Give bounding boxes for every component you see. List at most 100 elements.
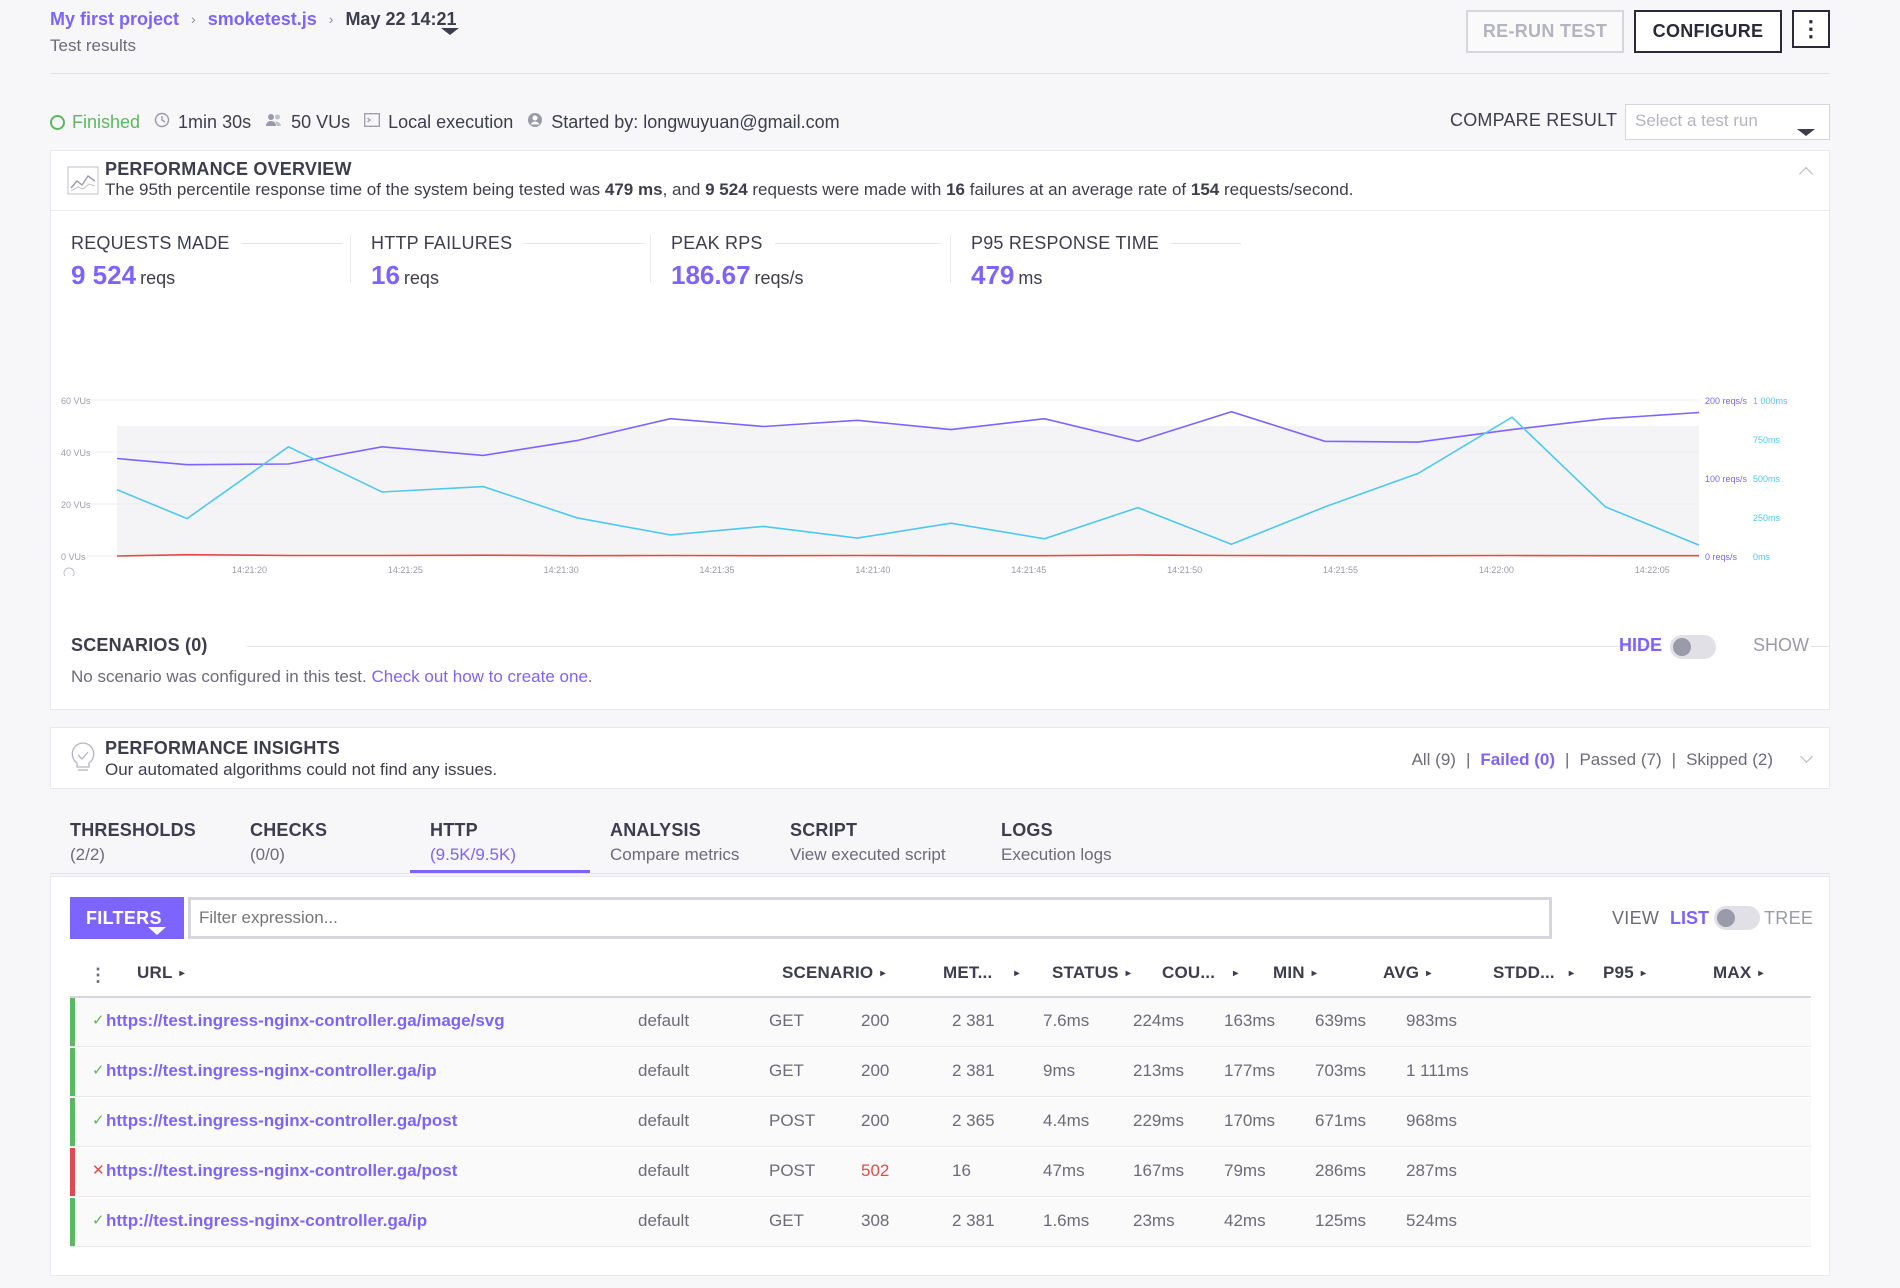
- divider: |: [1565, 750, 1570, 769]
- view-list-option[interactable]: LIST: [1670, 908, 1709, 928]
- metric-separator: [950, 235, 951, 283]
- cell-url[interactable]: http://test.ingress-nginx-controller.ga/…: [106, 1211, 428, 1230]
- cell-count: 2 381: [952, 1061, 995, 1080]
- summary-text: The 95th percentile response time of the…: [105, 180, 605, 199]
- compare-select-placeholder: Select a test run: [1635, 111, 1758, 130]
- compare-test-run-select[interactable]: Select a test run: [1625, 104, 1830, 140]
- more-options-button[interactable]: ⋮: [1792, 10, 1830, 48]
- caret-down-icon: [1797, 129, 1815, 136]
- metric-label-rule: [774, 243, 940, 244]
- column-header-url[interactable]: URL ▸: [137, 963, 185, 983]
- insights-filter-skipped[interactable]: Skipped (2): [1686, 750, 1773, 769]
- table-row[interactable]: ✓ http://test.ingress-nginx-controller.ga…: [70, 1198, 1811, 1247]
- performance-chart-svg: 60 VUs 40 VUs 20 VUs 0 VUs 200 reqs/s 100 req…: [61, 396, 1788, 579]
- column-header-status[interactable]: STATUS ▸: [1052, 963, 1131, 983]
- table-row[interactable]: ✓ https://test.ingress-nginx-controller.g…: [70, 1098, 1811, 1147]
- row-status-bar: [70, 1148, 75, 1196]
- collapse-chevron-icon[interactable]: [1798, 166, 1814, 182]
- breadcrumb-run-dropdown[interactable]: May 22 14:21: [345, 9, 460, 35]
- column-header-max[interactable]: MAX ▸: [1713, 963, 1764, 983]
- cell-method: GET: [769, 1011, 804, 1030]
- cell-status: 200: [861, 1011, 890, 1030]
- summary-text: requests/second.: [1219, 180, 1354, 199]
- scenarios-show-label[interactable]: SHOW: [1753, 635, 1809, 655]
- view-tree-option[interactable]: TREE: [1764, 908, 1814, 928]
- insights-filter-all[interactable]: All (9): [1411, 750, 1456, 769]
- metric-peak-rps: PEAK RPS 186.67 reqs/s: [671, 233, 940, 291]
- expand-chevron-icon[interactable]: [1800, 750, 1813, 763]
- chart-y-tick-rps: 100 reqs/s: [1705, 474, 1748, 484]
- table-row[interactable]: ✓ https://test.ingress-nginx-controller.g…: [70, 998, 1811, 1047]
- chart-y-tick-ms: 500ms: [1753, 474, 1781, 484]
- table-row[interactable]: ✕ https://test.ingress-nginx-controller.g…: [70, 1148, 1811, 1197]
- filter-expression-input[interactable]: [188, 897, 1552, 939]
- cell-url[interactable]: https://test.ingress-nginx-controller.ga…: [106, 1161, 458, 1180]
- scenarios-visibility-toggle[interactable]: [1670, 635, 1716, 659]
- chart-x-tick: 14:21:30: [544, 565, 579, 575]
- run-status-bar: Finished 1min 30s 50 VUs Local execution…: [50, 110, 854, 134]
- metric-unit: reqs: [403, 268, 439, 288]
- insights-filter-passed[interactable]: Passed (7): [1579, 750, 1662, 769]
- configure-button[interactable]: CONFIGURE: [1634, 10, 1782, 53]
- column-header-label: MET...: [943, 963, 993, 982]
- column-header-label: MAX: [1713, 963, 1752, 982]
- divider: |: [1465, 750, 1471, 769]
- column-header-count[interactable]: COU... ▸: [1162, 963, 1238, 983]
- cell-stddev: 42ms: [1224, 1211, 1266, 1230]
- column-header-min[interactable]: MIN ▸: [1273, 963, 1317, 983]
- sort-arrow-icon: ▸: [1640, 967, 1647, 979]
- compare-result-label: COMPARE RESULT: [1450, 110, 1618, 130]
- cell-scenario: default: [638, 1011, 690, 1030]
- chart-series-vus-line: [116, 553, 1699, 557]
- vus: 50 VUs: [265, 112, 350, 133]
- chart-y-tick-rps: 0 reqs/s: [1705, 552, 1738, 562]
- tab-script[interactable]: SCRIPT View executed script: [790, 820, 946, 865]
- tab-checks[interactable]: CHECKS (0/0): [250, 820, 327, 865]
- active-tab-indicator: [410, 870, 590, 873]
- column-header-p95[interactable]: P95 ▸: [1603, 963, 1646, 983]
- row-status-bar: [70, 1048, 75, 1096]
- check-icon: ✓: [92, 1062, 105, 1079]
- cell-p95: 671ms: [1315, 1111, 1367, 1130]
- row-status-bar: [70, 998, 75, 1046]
- chart-y-tick-ms: 250ms: [1753, 513, 1781, 523]
- view-mode-toggle[interactable]: [1714, 906, 1760, 930]
- lightbulb-icon: [69, 741, 97, 775]
- tab-thresholds[interactable]: THRESHOLDS (2/2): [70, 820, 196, 865]
- table-row[interactable]: ✓ https://test.ingress-nginx-controller.g…: [70, 1048, 1811, 1097]
- check-icon: ✓: [92, 1112, 105, 1129]
- breadcrumb-script-link[interactable]: smoketest.js: [207, 8, 317, 29]
- performance-overview-header[interactable]: PERFORMANCE OVERVIEW The 95th percentile…: [51, 151, 1829, 211]
- column-header-stddev[interactable]: STDD... ▸: [1493, 963, 1574, 983]
- rerun-test-button[interactable]: RE-RUN TEST: [1466, 10, 1624, 53]
- scenarios-hide-label[interactable]: HIDE: [1619, 635, 1663, 655]
- chart-y-tick-left: 0 VUs: [61, 552, 86, 562]
- tab-analysis[interactable]: ANALYSIS Compare metrics: [610, 820, 739, 865]
- performance-insights-message: Our automated algorithms could not find …: [105, 760, 498, 779]
- insights-filter-failed[interactable]: Failed (0): [1480, 750, 1556, 769]
- tab-logs[interactable]: LOGS Execution logs: [1001, 820, 1112, 865]
- metric-label-rule: [524, 243, 645, 244]
- line-chart-icon: [67, 164, 99, 196]
- summary-text: failures at an average rate of: [965, 180, 1191, 199]
- cell-avg: 167ms: [1133, 1161, 1185, 1180]
- cell-scenario: default: [638, 1061, 690, 1080]
- cell-url[interactable]: https://test.ingress-nginx-controller.ga…: [106, 1111, 458, 1130]
- tab-http[interactable]: HTTP (9.5K/9.5K): [430, 820, 516, 865]
- chart-y-tick-left: 20 VUs: [61, 500, 91, 510]
- column-header-scenario[interactable]: SCENARIO ▸: [782, 963, 886, 983]
- column-header-avg[interactable]: AVG ▸: [1383, 963, 1431, 983]
- cell-scenario: default: [638, 1211, 690, 1230]
- cell-url[interactable]: https://test.ingress-nginx-controller.ga…: [106, 1011, 505, 1030]
- create-scenario-link[interactable]: Check out how to create one: [371, 667, 588, 686]
- performance-insights-card[interactable]: PERFORMANCE INSIGHTS Our automated algor…: [50, 727, 1830, 789]
- filters-button[interactable]: FILTERS: [70, 897, 184, 939]
- performance-chart[interactable]: 60 VUs 40 VUs 20 VUs 0 VUs 200 reqs/s 100 req…: [61, 376, 1821, 579]
- breadcrumb-project-link[interactable]: My first project: [50, 8, 180, 29]
- tab-title: HTTP: [430, 820, 478, 840]
- cell-count: 2 365: [952, 1111, 995, 1130]
- column-options-icon[interactable]: ⋮: [89, 965, 107, 985]
- cell-scenario: default: [638, 1111, 690, 1130]
- column-header-method[interactable]: MET... ▸: [943, 963, 1020, 983]
- cell-url[interactable]: https://test.ingress-nginx-controller.ga…: [106, 1061, 437, 1080]
